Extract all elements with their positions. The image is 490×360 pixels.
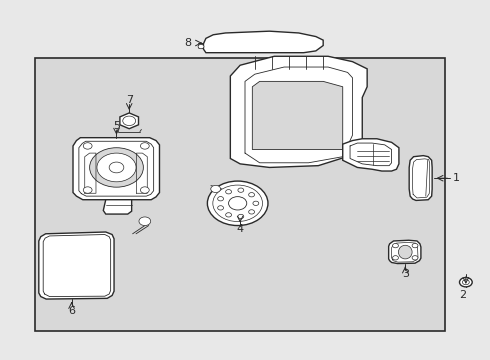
Polygon shape xyxy=(103,200,132,214)
Circle shape xyxy=(238,188,244,192)
Circle shape xyxy=(226,213,231,217)
Polygon shape xyxy=(39,232,114,299)
Circle shape xyxy=(248,210,254,214)
Polygon shape xyxy=(409,156,432,201)
Circle shape xyxy=(463,280,469,285)
Polygon shape xyxy=(73,138,159,200)
Text: 2: 2 xyxy=(459,291,466,301)
Circle shape xyxy=(83,187,92,193)
Circle shape xyxy=(392,243,398,248)
Circle shape xyxy=(123,116,136,126)
Polygon shape xyxy=(203,31,323,53)
Text: 5: 5 xyxy=(113,121,120,131)
Circle shape xyxy=(97,153,136,182)
Bar xyxy=(35,58,445,330)
Circle shape xyxy=(412,243,418,248)
Circle shape xyxy=(83,143,92,149)
Circle shape xyxy=(460,278,472,287)
Circle shape xyxy=(392,256,398,260)
Circle shape xyxy=(218,206,223,210)
Circle shape xyxy=(226,190,231,194)
Circle shape xyxy=(412,256,418,260)
Polygon shape xyxy=(343,139,399,171)
Circle shape xyxy=(211,185,220,193)
Text: 6: 6 xyxy=(68,306,75,316)
Text: 3: 3 xyxy=(402,269,409,279)
Circle shape xyxy=(139,217,151,226)
Circle shape xyxy=(109,162,124,173)
Text: 8: 8 xyxy=(184,38,191,48)
Text: 4: 4 xyxy=(237,224,244,234)
Circle shape xyxy=(198,44,204,49)
Ellipse shape xyxy=(398,245,412,259)
Polygon shape xyxy=(389,240,421,264)
Polygon shape xyxy=(230,56,367,167)
Circle shape xyxy=(248,193,254,197)
Text: 1: 1 xyxy=(453,173,460,183)
Text: 7: 7 xyxy=(125,95,133,105)
Circle shape xyxy=(207,181,268,226)
Circle shape xyxy=(213,185,263,221)
Circle shape xyxy=(218,197,223,201)
Circle shape xyxy=(253,201,259,206)
Polygon shape xyxy=(252,81,343,149)
Circle shape xyxy=(228,197,247,210)
Circle shape xyxy=(90,148,144,187)
Circle shape xyxy=(238,214,244,219)
Polygon shape xyxy=(120,113,139,129)
Circle shape xyxy=(141,143,149,149)
Circle shape xyxy=(141,187,149,193)
